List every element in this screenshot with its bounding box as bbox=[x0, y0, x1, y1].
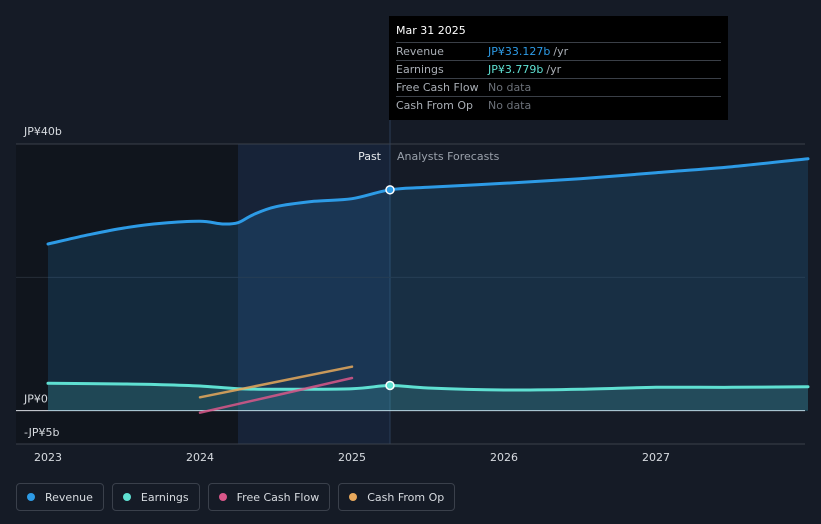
earnings-line bbox=[46, 381, 810, 392]
legend-dot-icon bbox=[122, 493, 131, 501]
y-tick-label: -JP¥5b bbox=[24, 426, 59, 439]
tooltip-value: JP¥3.779b bbox=[488, 63, 544, 76]
chart-lines bbox=[46, 157, 810, 414]
legend-item-free-cash-flow[interactable]: Free Cash Flow bbox=[207, 483, 331, 511]
chart-legend: Revenue Earnings Free Cash Flow Cash Fro… bbox=[16, 483, 456, 511]
x-tick-label: 2027 bbox=[642, 451, 670, 464]
legend-label: Earnings bbox=[140, 490, 189, 504]
free-cash-flow-line bbox=[198, 376, 354, 414]
history-band bbox=[16, 144, 238, 444]
cash-from-op-line bbox=[198, 365, 354, 399]
tooltip-label: Revenue bbox=[396, 45, 444, 58]
tooltip-unit: /yr bbox=[546, 63, 562, 76]
y-tick-label: JP¥40b bbox=[23, 125, 62, 138]
tooltip-row-revenue: Revenue JP¥33.127b /yr bbox=[396, 43, 721, 61]
legend-dot-icon bbox=[27, 493, 35, 501]
past-band bbox=[238, 144, 390, 444]
x-tick-label: 2026 bbox=[490, 451, 518, 464]
legend-item-earnings[interactable]: Earnings bbox=[111, 483, 200, 511]
x-tick-label: 2023 bbox=[34, 451, 62, 464]
legend-item-revenue[interactable]: Revenue bbox=[16, 483, 104, 511]
chart-labels: JP¥40b JP¥0 -JP¥5b 2023 2024 2025 2026 2027 Past… bbox=[23, 125, 670, 464]
legend-label: Cash From Op bbox=[367, 490, 445, 504]
x-tick-label: 2024 bbox=[186, 451, 214, 464]
chart-grid bbox=[16, 143, 805, 445]
legend-item-cash-from-op[interactable]: Cash From Op bbox=[338, 483, 456, 511]
tooltip-unit: /yr bbox=[553, 45, 569, 58]
tooltip-row-earnings: Earnings JP¥3.779b /yr bbox=[396, 61, 721, 79]
revenue-highlight-point bbox=[385, 185, 395, 195]
legend-label: Revenue bbox=[45, 490, 93, 504]
past-label: Past bbox=[358, 150, 382, 163]
tooltip-row-cash-from-op: Cash From Op No data bbox=[396, 97, 721, 114]
tooltip-value: No data bbox=[488, 99, 532, 112]
tooltip-label: Cash From Op bbox=[396, 99, 474, 112]
forecast-label: Analysts Forecasts bbox=[397, 150, 500, 163]
tooltip-label: Free Cash Flow bbox=[396, 81, 479, 94]
chart-points bbox=[385, 185, 395, 391]
tooltip-value: JP¥33.127b bbox=[488, 45, 551, 58]
x-tick-label: 2025 bbox=[338, 451, 366, 464]
tooltip-label: Earnings bbox=[396, 63, 444, 76]
legend-label: Free Cash Flow bbox=[236, 490, 320, 504]
hover-tooltip: Mar 31 2025 Revenue JP¥33.127b /yr Earni… bbox=[389, 16, 728, 120]
legend-dot-icon bbox=[349, 493, 358, 501]
earnings-highlight-point bbox=[385, 380, 395, 391]
tooltip-value: No data bbox=[488, 81, 532, 94]
chart-background-bands bbox=[16, 16, 391, 444]
y-tick-label: JP¥0 bbox=[23, 393, 48, 406]
tooltip-date: Mar 31 2025 bbox=[396, 24, 721, 43]
legend-dot-icon bbox=[218, 493, 227, 501]
revenue-area bbox=[48, 158, 808, 411]
revenue-line bbox=[46, 157, 810, 246]
tooltip-row-free-cash-flow: Free Cash Flow No data bbox=[396, 79, 721, 97]
